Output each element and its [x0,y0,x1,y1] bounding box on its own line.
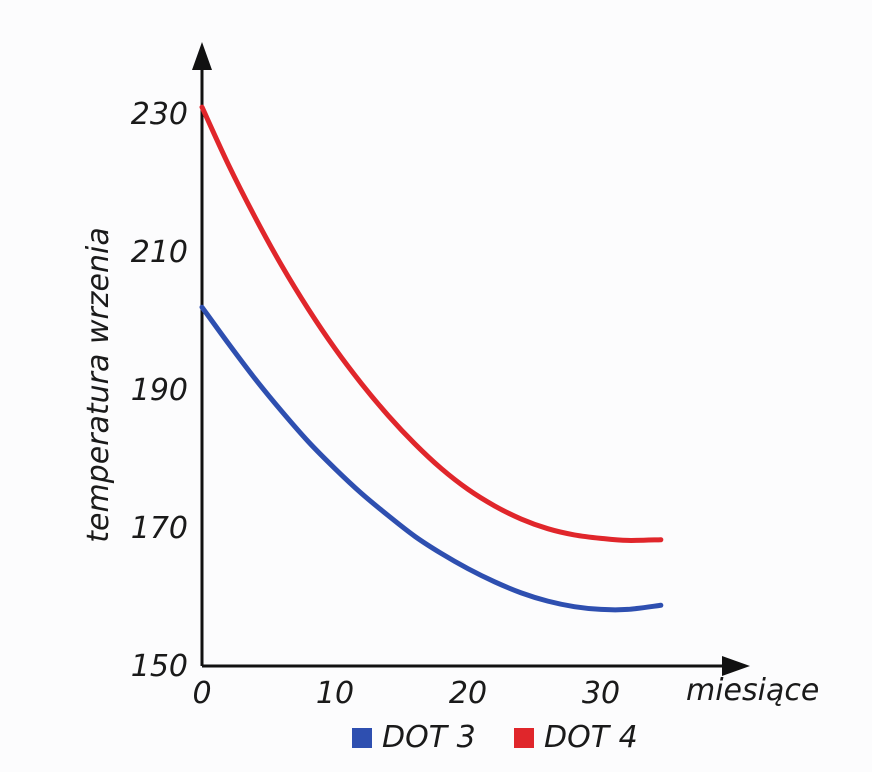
y-axis-title: temperatura wrzenia [81,227,116,543]
legend-label-dot4: DOT 4 [544,720,638,755]
y-tick-label: 230 [131,97,188,132]
y-tick-label: 210 [131,235,188,270]
legend: DOT 3 DOT 4 [352,720,638,755]
y-tick-label: 190 [131,373,188,408]
series-line-dot3 [199,304,664,613]
axes [192,42,750,676]
x-axis-title: miesiące [686,673,819,708]
legend-label-dot3: DOT 3 [382,720,476,755]
y-tick-labels: 150 170 190 210 230 [131,97,188,684]
series-line-dot4 [199,104,664,543]
y-tick-label: 170 [131,511,188,546]
y-tick-label: 150 [131,649,188,684]
x-tick-label: 0 [192,676,211,711]
legend-swatch-dot3 [352,728,372,748]
y-axis-arrow [192,42,212,70]
x-tick-label: 30 [582,676,620,711]
series-lines [199,104,664,613]
x-tick-label: 20 [449,676,487,711]
x-tick-labels: 0 10 20 30 [192,676,620,711]
x-tick-label: 10 [316,676,354,711]
legend-swatch-dot4 [514,728,534,748]
x-axis-arrow [722,656,750,676]
